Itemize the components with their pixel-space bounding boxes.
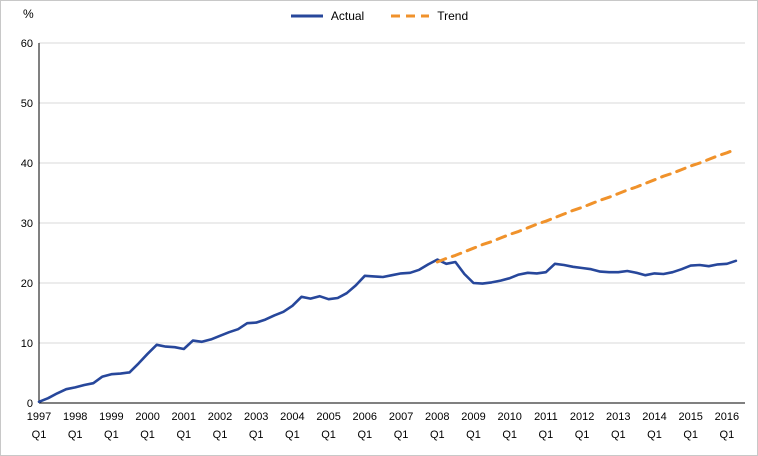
svg-text:Q1: Q1 [683, 429, 698, 441]
svg-text:1999: 1999 [99, 411, 123, 423]
svg-text:2003: 2003 [244, 411, 268, 423]
svg-text:2013: 2013 [606, 411, 630, 423]
svg-text:Q1: Q1 [140, 429, 155, 441]
svg-text:2006: 2006 [353, 411, 377, 423]
svg-text:2011: 2011 [534, 411, 558, 423]
svg-text:1998: 1998 [63, 411, 87, 423]
trend-line-swatch [391, 14, 430, 18]
svg-text:40: 40 [21, 158, 33, 170]
svg-text:Q1: Q1 [104, 429, 119, 441]
svg-text:1997: 1997 [27, 411, 51, 423]
svg-text:2000: 2000 [135, 411, 159, 423]
svg-text:2010: 2010 [497, 411, 521, 423]
legend-item-trend: Trend [390, 9, 468, 23]
svg-text:Q1: Q1 [502, 429, 517, 441]
svg-text:Q1: Q1 [394, 429, 409, 441]
svg-text:Q1: Q1 [611, 429, 626, 441]
svg-text:50: 50 [21, 98, 33, 110]
y-axis-unit-label: % [23, 7, 34, 21]
legend-item-actual: Actual [290, 9, 364, 23]
svg-text:Q1: Q1 [720, 429, 735, 441]
svg-text:Q1: Q1 [539, 429, 554, 441]
svg-text:2008: 2008 [425, 411, 449, 423]
svg-text:2016: 2016 [715, 411, 739, 423]
svg-text:Q1: Q1 [357, 429, 372, 441]
svg-text:Q1: Q1 [466, 429, 481, 441]
svg-text:10: 10 [21, 338, 33, 350]
legend-label-actual: Actual [330, 9, 365, 23]
svg-text:Q1: Q1 [647, 429, 662, 441]
svg-text:Q1: Q1 [176, 429, 191, 441]
svg-text:Q1: Q1 [285, 429, 300, 441]
chart-plot-area: 0 10 20 30 40 50 60 1997 Q1 1998 Q1 1999 Q1 2000 Q1 200… [21, 38, 745, 441]
svg-text:Q1: Q1 [68, 429, 83, 441]
svg-text:30: 30 [21, 218, 33, 230]
chart-legend: Actual Trend [1, 9, 757, 23]
svg-text:2005: 2005 [316, 411, 340, 423]
svg-text:2007: 2007 [389, 411, 413, 423]
svg-text:Q1: Q1 [249, 429, 264, 441]
svg-text:Q1: Q1 [575, 429, 590, 441]
svg-text:2015: 2015 [678, 411, 702, 423]
svg-text:2004: 2004 [280, 411, 304, 423]
svg-text:2012: 2012 [570, 411, 594, 423]
svg-text:2002: 2002 [208, 411, 232, 423]
legend-label-trend: Trend [437, 9, 469, 23]
svg-text:Q1: Q1 [32, 429, 47, 441]
actual-line-swatch [290, 14, 323, 18]
svg-text:Q1: Q1 [430, 429, 445, 441]
svg-text:2009: 2009 [461, 411, 485, 423]
svg-text:2001: 2001 [172, 411, 196, 423]
svg-text:Q1: Q1 [213, 429, 228, 441]
svg-text:Q1: Q1 [321, 429, 336, 441]
svg-text:0: 0 [27, 398, 33, 410]
svg-text:2014: 2014 [642, 411, 666, 423]
svg-text:20: 20 [21, 278, 33, 290]
svg-text:60: 60 [21, 38, 33, 50]
